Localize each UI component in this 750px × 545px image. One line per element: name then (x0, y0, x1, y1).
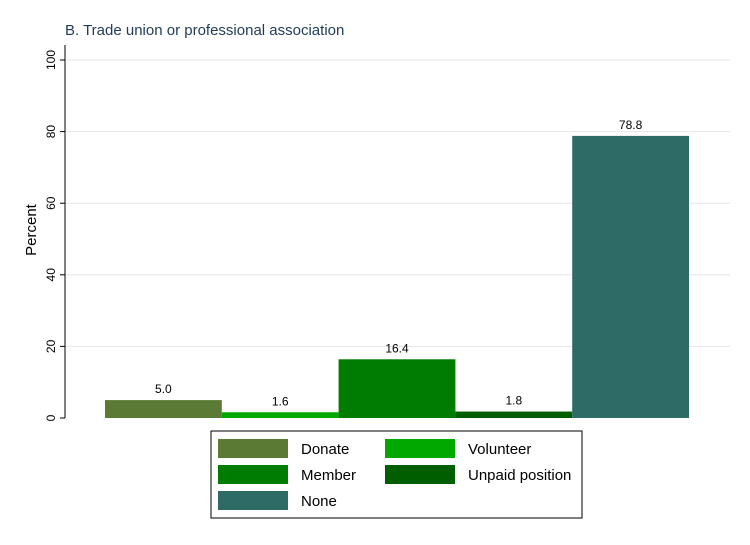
bar-volunteer (221, 412, 339, 418)
legend-swatch (385, 465, 455, 484)
y-tick-label: 0 (44, 414, 58, 421)
legend: Donate Volunteer Member Unpaid position None (210, 430, 583, 519)
data-label: 1.6 (272, 394, 289, 408)
data-label: 1.8 (505, 394, 522, 408)
legend-label: Member (301, 467, 356, 484)
bar-none (572, 135, 689, 418)
y-tick-label: 40 (44, 268, 58, 282)
legend-label: None (301, 493, 337, 510)
legend-swatch (218, 439, 288, 458)
legend-swatch (385, 439, 455, 458)
legend-label: Unpaid position (468, 467, 571, 484)
bar-member (338, 359, 456, 418)
y-axis-label: Percent (23, 203, 40, 256)
y-tick-label: 100 (44, 50, 58, 70)
legend-swatch (218, 465, 288, 484)
bar-donate (105, 400, 222, 418)
legend-label: Volunteer (468, 441, 531, 458)
bar-unpaid-position (455, 411, 573, 418)
data-label: 5.0 (155, 382, 172, 396)
data-labels: 5.0 1.6 16.4 1.8 78.8 (155, 118, 643, 408)
data-label: 78.8 (619, 118, 643, 132)
y-tick-label: 20 (44, 339, 58, 353)
y-tick-label: 60 (44, 196, 58, 210)
chart-title: B. Trade union or professional associati… (65, 22, 344, 39)
legend-label: Donate (301, 441, 349, 458)
legend-swatch (218, 491, 288, 510)
bars (105, 135, 689, 418)
y-tick-label: 80 (44, 125, 58, 139)
y-axis-ticks: 0 20 40 60 80 100 (44, 50, 65, 421)
data-label: 16.4 (385, 341, 409, 355)
